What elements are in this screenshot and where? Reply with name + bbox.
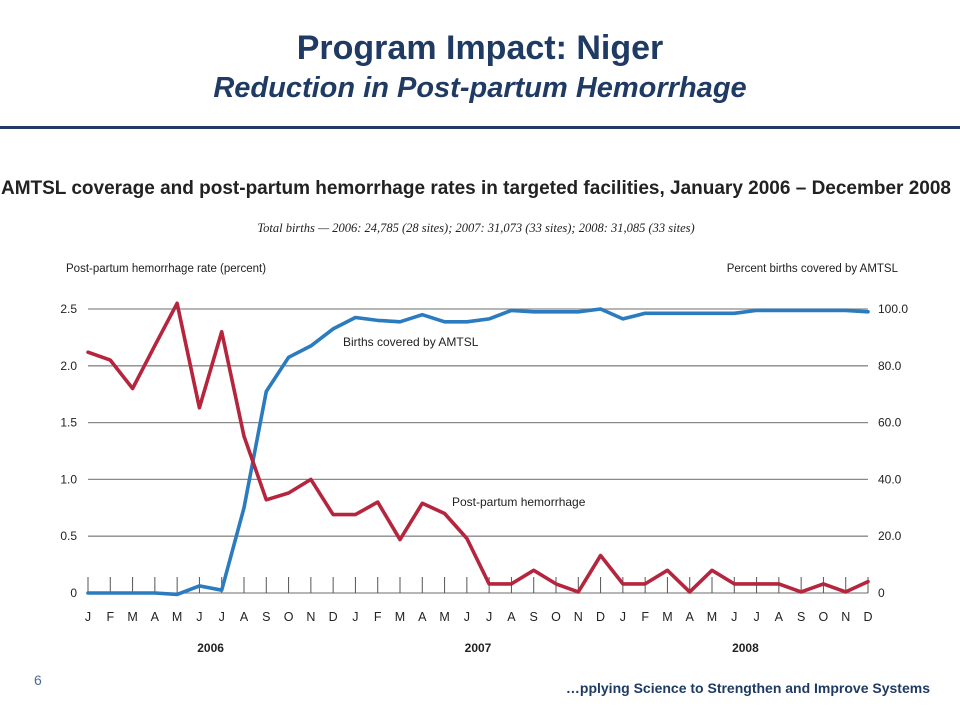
month-label: J xyxy=(196,610,202,624)
chart-subtitle: Total births — 2006: 24,785 (28 sites); … xyxy=(257,221,694,235)
month-label: J xyxy=(464,610,470,624)
right-tick-label: 20.0 xyxy=(878,529,902,543)
month-label: A xyxy=(240,610,249,624)
right-tick-label: 0 xyxy=(878,586,885,600)
left-axis-ticks: 0 0.5 1.0 1.5 2.0 2.5 xyxy=(60,302,77,600)
month-label: J xyxy=(486,610,492,624)
right-axis-title: Percent births covered by AMTSL xyxy=(727,263,899,275)
chart: AMTSL coverage and post-partum hemorrhag… xyxy=(1,178,951,655)
month-label: J xyxy=(731,610,737,624)
year-label: 2006 xyxy=(197,641,224,655)
series-lines xyxy=(86,301,870,597)
month-label: O xyxy=(284,610,294,624)
chart-title: AMTSL coverage and post-partum hemorrhag… xyxy=(1,178,951,199)
month-label: F xyxy=(374,610,382,624)
month-label: A xyxy=(507,610,516,624)
month-label: N xyxy=(306,610,315,624)
x-axis: J F M A M J J A S O N D J F M A M J J A S O N D J F M A M J J A S O N D2006… xyxy=(85,577,873,655)
left-tick-label: 0 xyxy=(70,586,77,600)
left-tick-label: 1.0 xyxy=(60,472,77,486)
title-divider xyxy=(0,126,960,129)
month-label: J xyxy=(85,610,91,624)
month-label: M xyxy=(127,610,137,624)
month-label: A xyxy=(151,610,160,624)
right-tick-label: 40.0 xyxy=(878,472,902,486)
slide-subtitle: Reduction in Post-partum Hemorrhage xyxy=(213,72,747,104)
left-tick-label: 1.5 xyxy=(60,416,77,430)
gridlines xyxy=(88,308,868,594)
month-label: F xyxy=(106,610,114,624)
month-label: M xyxy=(395,610,405,624)
month-label: J xyxy=(753,610,759,624)
month-label: S xyxy=(530,610,538,624)
month-label: S xyxy=(797,610,805,624)
month-label: S xyxy=(262,610,270,624)
month-label: A xyxy=(418,610,427,624)
left-tick-label: 2.5 xyxy=(60,302,77,316)
year-label: 2008 xyxy=(732,641,759,655)
series-label-pph: Post-partum hemorrhage xyxy=(452,495,586,509)
slide-title: Program Impact: Niger xyxy=(296,29,664,67)
month-label: J xyxy=(219,610,225,624)
month-label: M xyxy=(707,610,717,624)
left-tick-label: 0.5 xyxy=(60,529,77,543)
month-label: A xyxy=(686,610,695,624)
series-label-amtsl: Births covered by AMTSL xyxy=(343,335,479,349)
month-label: M xyxy=(172,610,182,624)
right-tick-label: 60.0 xyxy=(878,416,902,430)
right-axis-ticks: 0 20.0 40.0 60.0 80.0 100.0 xyxy=(878,302,908,600)
month-label: O xyxy=(551,610,561,624)
month-label: O xyxy=(819,610,829,624)
amtsl-coverage-line xyxy=(86,307,870,597)
month-label: D xyxy=(329,610,338,624)
month-label: F xyxy=(641,610,649,624)
month-label: N xyxy=(574,610,583,624)
slide-number: 6 xyxy=(34,672,42,688)
right-tick-label: 80.0 xyxy=(878,359,902,373)
left-axis-title: Post-partum hemorrhage rate (percent) xyxy=(66,263,266,275)
month-label: A xyxy=(775,610,784,624)
year-label: 2007 xyxy=(465,641,492,655)
pph-rate-line xyxy=(86,301,870,594)
month-label: M xyxy=(662,610,672,624)
month-label: J xyxy=(620,610,626,624)
month-label: J xyxy=(352,610,358,624)
month-label: D xyxy=(863,610,872,624)
footer-text: …pplying Science to Strengthen and Impro… xyxy=(565,680,930,696)
left-tick-label: 2.0 xyxy=(60,359,77,373)
month-label: M xyxy=(439,610,449,624)
right-tick-label: 100.0 xyxy=(878,302,908,316)
month-label: D xyxy=(596,610,605,624)
month-label: N xyxy=(841,610,850,624)
